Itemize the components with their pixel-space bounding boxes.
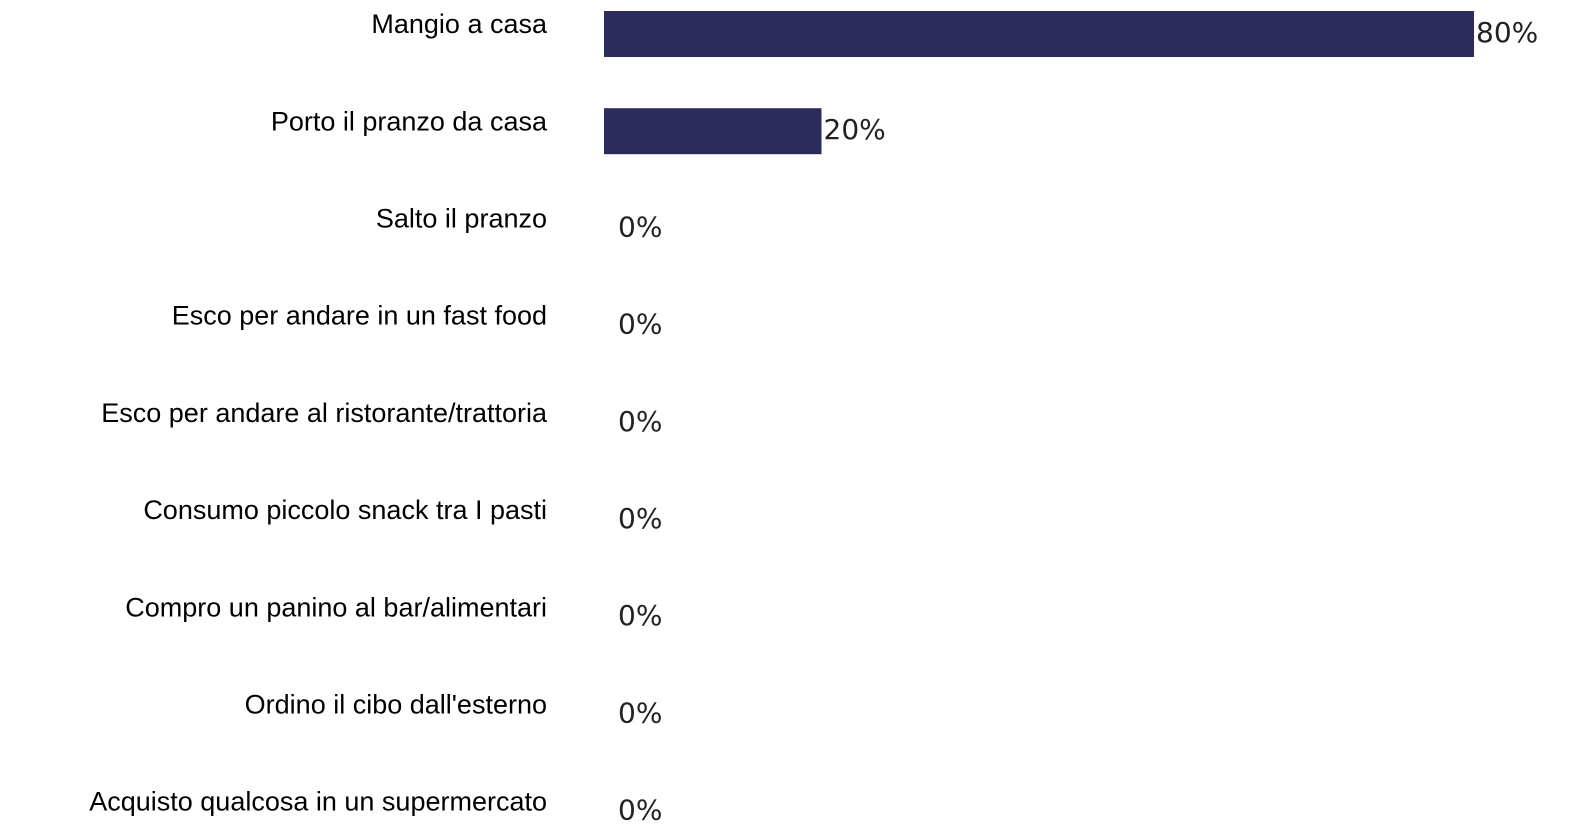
value-label: 0% (618, 502, 662, 535)
value-label: 0% (618, 405, 662, 438)
value-label: 0% (618, 599, 662, 632)
category-label: Ordino il cibo dall'esterno (245, 690, 547, 720)
value-label: 0% (618, 794, 662, 827)
category-label: Esco per andare al ristorante/trattoria (101, 398, 548, 428)
category-label: Salto il pranzo (376, 204, 547, 234)
value-label: 0% (618, 696, 662, 729)
category-label: Acquisto qualcosa in un supermercato (89, 787, 547, 817)
category-label: Porto il pranzo da casa (271, 106, 548, 136)
value-label: 80% (1476, 16, 1538, 49)
category-label: Compro un panino al bar/alimentari (125, 592, 547, 622)
category-label: Esco per andare in un fast food (172, 301, 547, 331)
bar (604, 11, 1474, 57)
category-label: Mangio a casa (371, 9, 548, 39)
value-label: 20% (824, 113, 886, 146)
bar (604, 108, 822, 155)
value-label: 0% (618, 210, 662, 243)
category-label: Consumo piccolo snack tra I pasti (143, 495, 547, 525)
value-label: 0% (618, 308, 662, 341)
